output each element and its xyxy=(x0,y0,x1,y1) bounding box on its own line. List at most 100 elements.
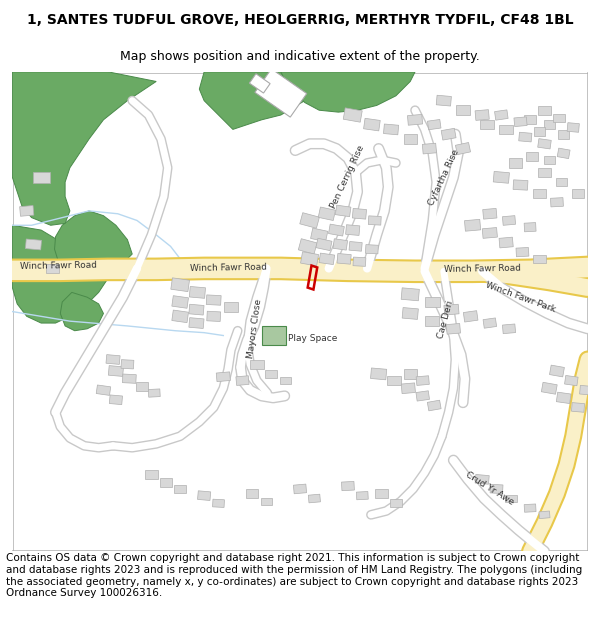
Polygon shape xyxy=(265,369,277,378)
Polygon shape xyxy=(524,116,536,124)
Polygon shape xyxy=(122,374,136,383)
Polygon shape xyxy=(175,485,186,492)
Polygon shape xyxy=(475,474,489,484)
Polygon shape xyxy=(519,132,532,142)
Polygon shape xyxy=(106,354,120,364)
Polygon shape xyxy=(199,72,319,129)
Polygon shape xyxy=(558,130,569,139)
Polygon shape xyxy=(212,499,224,508)
Polygon shape xyxy=(197,491,211,501)
Polygon shape xyxy=(189,318,204,329)
Polygon shape xyxy=(436,95,451,106)
Polygon shape xyxy=(190,286,206,298)
Polygon shape xyxy=(280,377,292,384)
Polygon shape xyxy=(250,74,270,93)
Polygon shape xyxy=(341,481,355,491)
Polygon shape xyxy=(262,326,286,345)
Polygon shape xyxy=(533,189,547,198)
Polygon shape xyxy=(463,311,478,322)
Text: Winch Fawr Road: Winch Fawr Road xyxy=(20,261,97,271)
Polygon shape xyxy=(490,484,503,494)
Polygon shape xyxy=(404,369,417,379)
Text: Mayors Close: Mayors Close xyxy=(247,299,263,359)
Text: Map shows position and indicative extent of the property.: Map shows position and indicative extent… xyxy=(120,49,480,62)
Polygon shape xyxy=(499,124,513,134)
Polygon shape xyxy=(483,208,497,219)
Polygon shape xyxy=(13,225,108,323)
Polygon shape xyxy=(335,205,351,217)
Polygon shape xyxy=(401,383,415,394)
Text: Winch Fawr Road: Winch Fawr Road xyxy=(190,262,266,272)
Polygon shape xyxy=(404,134,417,144)
Text: Winch Fawr Road: Winch Fawr Road xyxy=(443,263,521,274)
Polygon shape xyxy=(505,494,517,502)
Polygon shape xyxy=(538,106,551,114)
Polygon shape xyxy=(25,239,41,250)
Polygon shape xyxy=(538,168,551,177)
Polygon shape xyxy=(383,124,398,135)
Polygon shape xyxy=(13,72,156,225)
Text: Pen Cerrig Rise: Pen Cerrig Rise xyxy=(329,144,367,211)
Polygon shape xyxy=(368,216,381,225)
Polygon shape xyxy=(533,254,546,263)
Polygon shape xyxy=(109,395,122,404)
Polygon shape xyxy=(572,189,584,198)
Polygon shape xyxy=(206,295,221,305)
Text: Crud Yr Awe: Crud Yr Awe xyxy=(464,471,515,508)
Polygon shape xyxy=(482,228,497,238)
Polygon shape xyxy=(343,108,362,122)
Polygon shape xyxy=(425,316,439,326)
Polygon shape xyxy=(475,109,489,121)
Polygon shape xyxy=(329,224,344,236)
Polygon shape xyxy=(499,237,513,248)
Polygon shape xyxy=(255,69,307,117)
Polygon shape xyxy=(494,110,508,120)
Polygon shape xyxy=(550,365,565,377)
Polygon shape xyxy=(61,292,103,331)
Polygon shape xyxy=(337,254,351,264)
Polygon shape xyxy=(301,252,319,266)
Polygon shape xyxy=(444,304,459,315)
Polygon shape xyxy=(353,257,366,266)
Polygon shape xyxy=(236,376,249,386)
Polygon shape xyxy=(189,304,204,315)
Polygon shape xyxy=(502,324,515,334)
Polygon shape xyxy=(109,366,124,376)
Polygon shape xyxy=(526,152,538,161)
Polygon shape xyxy=(148,389,160,397)
Polygon shape xyxy=(32,172,50,183)
Polygon shape xyxy=(407,114,422,125)
Polygon shape xyxy=(390,499,401,507)
Polygon shape xyxy=(121,359,134,369)
Polygon shape xyxy=(483,318,497,328)
Text: Cyfartha Rise: Cyfartha Rise xyxy=(427,148,461,207)
Polygon shape xyxy=(464,219,481,231)
Polygon shape xyxy=(319,253,335,264)
Polygon shape xyxy=(356,491,368,500)
Polygon shape xyxy=(556,392,571,404)
Polygon shape xyxy=(96,385,111,396)
Polygon shape xyxy=(387,376,401,386)
Polygon shape xyxy=(567,122,580,132)
Polygon shape xyxy=(250,360,263,369)
Polygon shape xyxy=(416,391,430,401)
Polygon shape xyxy=(311,228,328,242)
Polygon shape xyxy=(541,382,557,394)
Polygon shape xyxy=(425,297,440,308)
Polygon shape xyxy=(308,494,320,503)
Polygon shape xyxy=(293,484,307,494)
Polygon shape xyxy=(216,372,230,382)
Polygon shape xyxy=(427,119,441,130)
Text: Winch Fawr Park: Winch Fawr Park xyxy=(484,281,557,314)
Polygon shape xyxy=(318,207,335,221)
Polygon shape xyxy=(534,127,545,136)
Polygon shape xyxy=(171,278,190,292)
Text: Contains OS data © Crown copyright and database right 2021. This information is : Contains OS data © Crown copyright and d… xyxy=(6,553,582,598)
Polygon shape xyxy=(371,368,387,380)
Polygon shape xyxy=(524,222,536,232)
Polygon shape xyxy=(539,511,550,519)
Polygon shape xyxy=(300,213,319,228)
Polygon shape xyxy=(316,238,332,251)
Polygon shape xyxy=(352,208,367,219)
Polygon shape xyxy=(514,117,527,127)
